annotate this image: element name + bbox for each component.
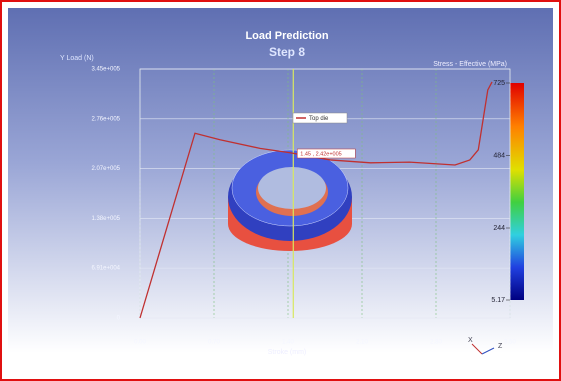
y-axis-label: Y Load (N) [60,55,94,62]
legend-label: Top die [309,116,329,122]
y-tick-label: 6.91e+004 [91,266,120,272]
y-tick-label: 3.45e+005 [91,67,120,73]
chart-title: Load Prediction [245,30,328,42]
colorbar-tick-label: 5.17 [491,297,505,304]
colorbar-tick-label: 484 [493,152,505,159]
chart: Load Prediction Step 8 Y Load (N) Stroke… [2,2,559,379]
y-tick-label: 2.07e+005 [91,166,120,172]
cursor-label: 1.45 , 2.42e+005 [300,151,341,157]
x-axis-label: Stroke (mm) [268,349,307,356]
x-tick-label: 2.10 [356,340,368,346]
x-tick-label: 0.00 [134,340,146,346]
chart-subtitle: Step 8 [269,45,305,59]
x-tick-label: 2.80 [430,340,442,346]
x-tick-label: 0.70 [208,340,220,346]
workpiece-render [228,150,352,251]
colorbar-tick-label: 725 [493,80,505,87]
x-tick-label: 3.50 [504,340,516,346]
triad-label: X [468,337,473,344]
triad-label: Z [498,343,503,350]
y-tick-label: 2.76e+005 [91,116,120,122]
colorbar-title: Stress - Effective (MPa) [433,61,507,68]
x-tick-label: 1.40 [282,340,294,346]
colorbar-tick-label: 244 [493,225,505,232]
colorbar [510,83,524,300]
y-tick-label: 1.38e+005 [91,216,120,222]
